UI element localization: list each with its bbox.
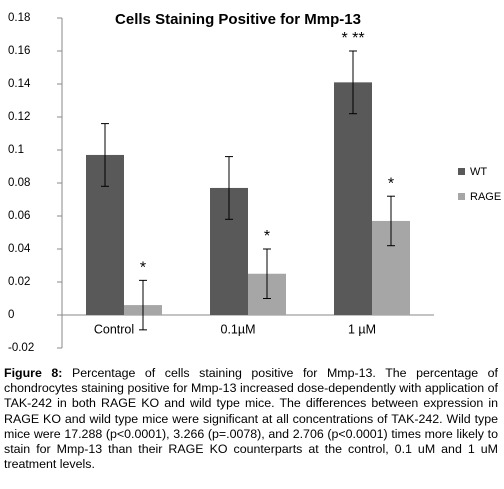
- annotation: *: [140, 260, 146, 277]
- caption: Figure 8: Percentage of cells staining p…: [4, 366, 498, 472]
- annotation: * **: [341, 30, 364, 47]
- y-tick-label: 0.02: [8, 276, 30, 288]
- y-tick-label: 0.12: [8, 111, 30, 123]
- y-tick-label: 0.18: [8, 12, 30, 24]
- x-tick-label: 1 µM: [348, 322, 376, 336]
- annotation: *: [388, 175, 394, 192]
- legend-label: WT: [470, 166, 487, 178]
- y-tick-label: 0.04: [8, 243, 31, 255]
- x-tick-label: Control: [94, 322, 134, 336]
- legend-swatch: [458, 193, 465, 200]
- y-tick-label: 0: [8, 309, 14, 321]
- y-tick-label: 0.14: [8, 78, 31, 90]
- y-tick-label: 0.1: [8, 144, 24, 156]
- y-tick-label: -0.02: [8, 342, 34, 354]
- legend-label: RAGE: [470, 191, 501, 203]
- annotation: *: [264, 228, 270, 245]
- chart: Cells Staining Positive for Mmp-13 0.18 0…: [8, 11, 501, 354]
- bar: [334, 82, 372, 315]
- y-tick-label: 0.08: [8, 177, 30, 189]
- y-tick-label: 0.06: [8, 210, 30, 222]
- caption-label: Figure 8:: [4, 366, 63, 380]
- legend-swatch: [458, 168, 465, 175]
- x-tick-label: 0.1µM: [221, 322, 256, 336]
- chart-title: Cells Staining Positive for Mmp-13: [115, 11, 361, 28]
- caption-text: Percentage of cells staining positive fo…: [4, 366, 498, 472]
- y-tick-label: 0.16: [8, 45, 30, 57]
